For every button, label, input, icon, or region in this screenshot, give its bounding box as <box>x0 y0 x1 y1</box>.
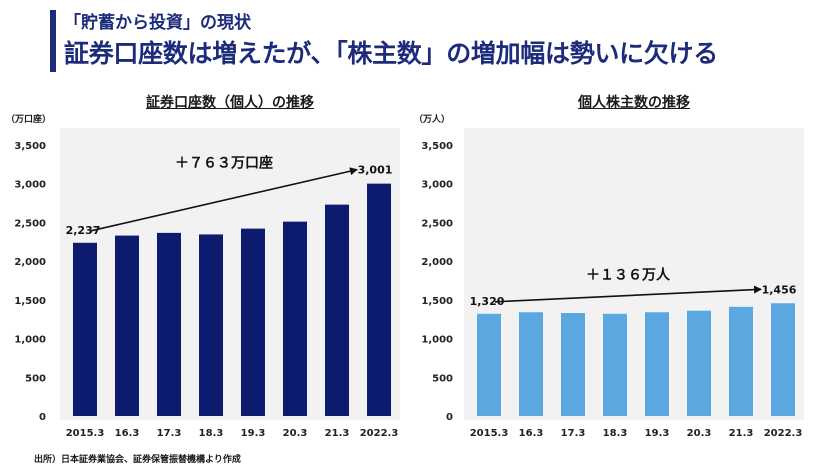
left-x-tick-label: 20.3 <box>283 428 308 439</box>
right-bar <box>687 310 711 416</box>
header-title: 証券口座数は増えたが、「株主数」の増加幅は勢いに欠ける <box>64 39 718 68</box>
right-y-tick-label: 2,500 <box>421 218 453 229</box>
right-x-tick-label: 16.3 <box>519 428 544 439</box>
right-y-tick-label: 0 <box>446 412 453 423</box>
right-y-tick-label: 3,000 <box>421 180 453 191</box>
right-x-tick-label: 18.3 <box>603 428 628 439</box>
right-bar <box>519 312 543 416</box>
chart-left-title: 証券口座数（個人）の推移 <box>146 95 314 111</box>
left-y-tick-label: 3,500 <box>14 141 46 152</box>
left-bar <box>325 204 349 416</box>
right-y-tick-label: 1,500 <box>421 296 453 307</box>
left-x-tick-label: 2022.3 <box>360 428 399 439</box>
left-x-tick-label: 18.3 <box>199 428 224 439</box>
header-subtitle: 「貯蓄から投資」の現状 <box>64 13 251 33</box>
right-bar <box>561 313 585 416</box>
right-y-tick-label: 3,500 <box>421 141 453 152</box>
left-y-tick-label: 2,500 <box>14 218 46 229</box>
right-y-tick-label: 1,000 <box>421 335 453 346</box>
right-data-label-first: 1,320 <box>470 295 505 308</box>
left-bar <box>73 242 97 416</box>
right-bar <box>729 306 753 416</box>
right-x-tick-label: 19.3 <box>645 428 670 439</box>
left-y-tick-label: 1,500 <box>14 296 46 307</box>
right-x-tick-label: 20.3 <box>687 428 712 439</box>
left-y-tick-label: 500 <box>25 373 46 384</box>
right-increase-annotation: ＋１３６万人 <box>586 266 671 283</box>
left-y-tick-label: 0 <box>39 412 46 423</box>
left-y-tick-label: 1,000 <box>14 335 46 346</box>
left-data-label-last: 3,001 <box>358 164 393 177</box>
right-bar <box>645 312 669 416</box>
right-data-label-last: 1,456 <box>762 283 797 296</box>
left-trend-arrow <box>90 167 358 232</box>
right-x-tick-label: 2015.3 <box>470 428 509 439</box>
left-x-tick-label: 17.3 <box>157 428 182 439</box>
left-bar <box>283 221 307 416</box>
header-accent-bar <box>50 10 56 72</box>
left-bar <box>199 234 223 416</box>
left-x-tick-label: 16.3 <box>115 428 140 439</box>
left-increase-annotation: ＋７６３万口座 <box>175 155 273 172</box>
chart-left-unit: （万口座） <box>6 115 52 125</box>
right-x-tick-label: 17.3 <box>561 428 586 439</box>
left-y-tick-label: 2,000 <box>14 257 46 268</box>
left-x-tick-label: 2015.3 <box>66 428 105 439</box>
chart-right-unit: （万人） <box>414 115 451 125</box>
left-data-label-first: 2,237 <box>66 224 101 237</box>
left-x-tick-label: 19.3 <box>241 428 266 439</box>
left-bar <box>367 183 391 416</box>
right-x-tick-label: 2022.3 <box>764 428 803 439</box>
right-bar <box>603 313 627 416</box>
right-bar <box>771 303 795 416</box>
chart-right-title: 個人株主数の推移 <box>578 95 690 111</box>
left-x-tick-label: 21.3 <box>325 428 350 439</box>
source-note: 出所）日本証券業協会、証券保管振替機構より作成 <box>34 455 241 465</box>
right-x-tick-label: 21.3 <box>729 428 754 439</box>
right-y-tick-label: 500 <box>432 373 453 384</box>
right-y-tick-label: 2,000 <box>421 257 453 268</box>
right-trend-arrow <box>494 285 762 303</box>
right-bar <box>477 313 501 416</box>
left-y-tick-label: 3,000 <box>14 180 46 191</box>
left-bar <box>241 228 265 416</box>
left-bar <box>157 232 181 416</box>
left-bar <box>115 235 139 416</box>
